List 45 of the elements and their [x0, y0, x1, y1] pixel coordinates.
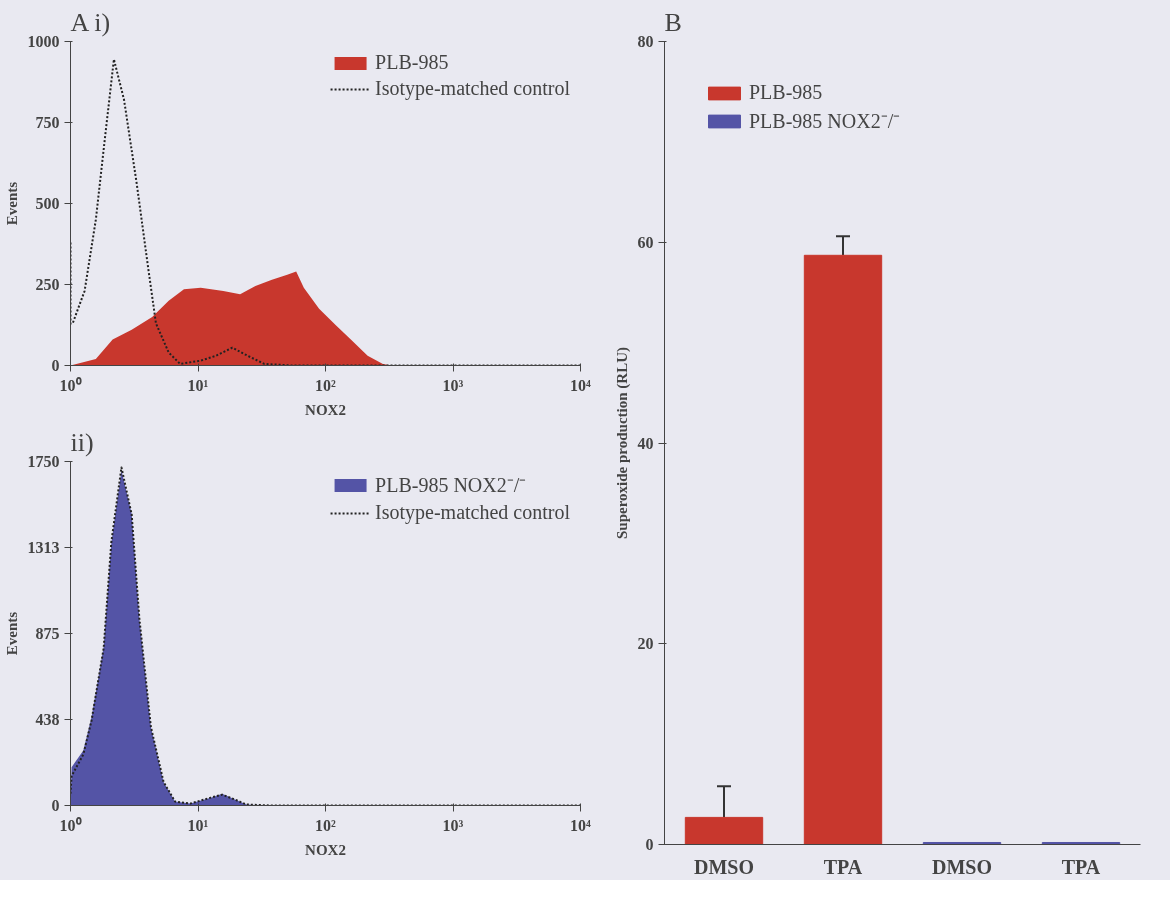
legend-label: PLB-985: [749, 81, 823, 104]
chart-title: A i): [70, 7, 111, 37]
y-axis-title: Events: [3, 181, 20, 226]
x-tick-label: 10⁴: [570, 376, 592, 394]
y-tick-label: 500: [35, 195, 60, 212]
x-tick-label: DMSO: [932, 855, 992, 878]
y-tick-label: 40: [637, 434, 654, 452]
x-tick-label: 10²: [315, 816, 337, 834]
x-tick-label: 10³: [442, 376, 464, 394]
legend-label: PLB-985: [375, 51, 449, 74]
bar: [803, 254, 883, 845]
y-tick-label: 1750: [27, 453, 60, 470]
x-tick-label: 10⁴: [570, 816, 592, 834]
y-axis-title: Superoxide production (RLU): [613, 347, 631, 539]
y-tick-label: 0: [645, 836, 654, 853]
chart-title: ii): [70, 427, 94, 457]
y-tick-label: 1000: [27, 33, 60, 50]
y-tick-label: 20: [637, 635, 654, 653]
x-tick-label: TPA: [1061, 855, 1101, 878]
x-tick-label: 10¹: [187, 376, 209, 394]
x-tick-label: 10⁰: [59, 816, 82, 834]
x-tick-label: DMSO: [694, 855, 754, 878]
y-tick-label: 250: [35, 276, 60, 293]
y-tick-label: 60: [637, 233, 654, 251]
x-tick-label: 10³: [442, 816, 464, 834]
y-tick-label: 1313: [27, 538, 60, 556]
x-tick-label: 10²: [315, 376, 337, 394]
legend-label: Isotype-matched control: [375, 501, 570, 524]
x-tick-label: TPA: [823, 855, 863, 878]
chart-title: B: [664, 7, 682, 37]
x-tick-label: 10¹: [187, 816, 209, 834]
y-axis-title: Events: [3, 611, 20, 656]
legend-label: PLB-985 NOX2⁻/⁻: [749, 109, 901, 134]
y-tick-label: 0: [51, 797, 60, 814]
bar: [684, 816, 764, 845]
y-tick-label: 875: [35, 625, 60, 642]
x-axis-title: NOX2: [305, 841, 346, 858]
x-tick-label: 10⁰: [59, 376, 82, 394]
y-tick-label: 0: [51, 357, 60, 374]
legend-label: Isotype-matched control: [375, 77, 570, 100]
y-tick-label: 80: [637, 33, 654, 50]
y-tick-label: 750: [35, 114, 60, 131]
legend-label: PLB-985 NOX2⁻/⁻: [375, 473, 527, 498]
x-axis-title: NOX2: [305, 401, 346, 418]
y-tick-label: 438: [35, 710, 60, 728]
